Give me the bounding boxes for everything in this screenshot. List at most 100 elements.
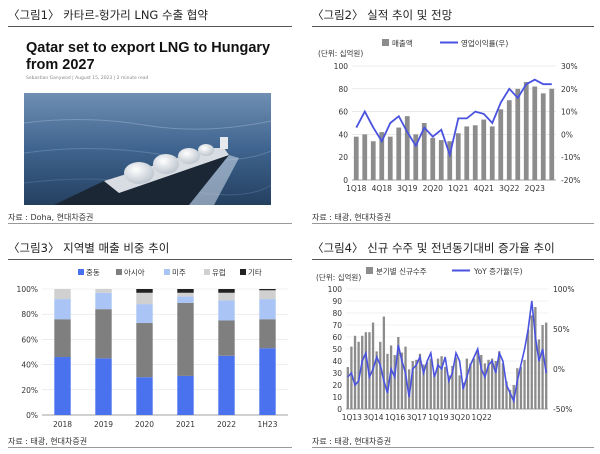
chart2-bar xyxy=(540,93,546,180)
chart3-legend-swatch xyxy=(116,269,122,275)
chart4-ytick-left: 60 xyxy=(332,333,342,342)
chart4-bar xyxy=(505,381,508,409)
chart4-bar xyxy=(444,367,447,409)
chart4-bar xyxy=(465,358,468,409)
chart3-regional-share: 중동 아시아 미주 유럽 기타 0% 20% 40% 60% 80% 100% 2018 2019 202… xyxy=(17,267,288,429)
figure4-rule xyxy=(312,259,594,260)
chart2-xtick: 4Q18 xyxy=(372,184,392,193)
chart4-xtick: 1Q16 xyxy=(385,413,405,422)
chart4-xtick: 3Q20 xyxy=(450,413,470,422)
figure2-bottom-rule xyxy=(312,223,594,224)
chart2-bar xyxy=(404,116,410,180)
chart3-bar-segment xyxy=(136,377,153,415)
chart4-ytick-right: 0% xyxy=(553,365,565,374)
chart4-bar xyxy=(350,346,353,409)
chart2-bar xyxy=(455,133,461,180)
chart3-bar-segment xyxy=(177,302,194,376)
chart2-bar xyxy=(353,136,359,180)
lng-tanker-photo xyxy=(24,93,271,205)
chart2-ytick-right: 20% xyxy=(561,85,578,94)
chart4-bar xyxy=(469,363,472,409)
chart3-bar-segment xyxy=(136,292,153,305)
chart2-legend-bar-swatch xyxy=(382,39,389,46)
chart4-ytick-left: 100 xyxy=(328,285,343,294)
chart4-bar xyxy=(451,365,454,409)
chart4-ytick-left: 30 xyxy=(332,369,342,378)
chart2-xtick: 3Q22 xyxy=(499,184,519,193)
chart4-bar xyxy=(516,368,519,409)
chart4-bar xyxy=(346,367,349,409)
chart4-bar xyxy=(498,351,501,409)
chart4-xtick: 1Q22 xyxy=(472,413,492,422)
chart3-bar-segment xyxy=(218,292,235,301)
chart2-bar xyxy=(489,126,495,180)
chart4-unit-label: (단위: 십억원) xyxy=(316,272,361,282)
chart2-ytick-left: 0 xyxy=(343,176,348,185)
chart2-bar xyxy=(396,127,402,180)
chart4-bar xyxy=(454,357,458,409)
chart2-xtick: 3Q19 xyxy=(397,184,417,193)
chart4-bar xyxy=(386,353,389,409)
figure3-source: 자료 : 태광, 현대차증권 xyxy=(8,437,88,446)
chart3-bar-segment xyxy=(218,355,235,415)
chart4-bar xyxy=(415,359,418,409)
figure3-title: 〈그림3〉 지역별 매출 비중 추이 xyxy=(8,241,170,255)
chart2-ytick-right: -10% xyxy=(561,153,580,162)
chart4-bar xyxy=(527,329,530,409)
chart4-bar xyxy=(379,341,382,409)
chart3-xtick: 2020 xyxy=(135,420,154,429)
chart2-ytick-left: 80 xyxy=(338,85,348,94)
chart3-xtick: 2022 xyxy=(217,420,236,429)
chart4-xtick: 3Q14 xyxy=(363,413,383,422)
news-headline: Qatar set to export LNG to Hungary from … xyxy=(26,40,271,73)
chart3-legend-label: 중동 xyxy=(86,268,100,277)
chart4-bar xyxy=(407,369,411,409)
chart3-legend-swatch xyxy=(204,269,210,275)
chart4-bar xyxy=(368,332,371,409)
chart3-bar-segment xyxy=(54,319,71,358)
chart2-bar xyxy=(370,141,376,180)
chart3-ytick: 100% xyxy=(17,285,38,294)
chart4-bar xyxy=(458,375,461,409)
chart4-bar xyxy=(541,325,544,409)
figure4-source: 자료 : 태광, 현대차증권 xyxy=(312,437,392,446)
chart4-bar xyxy=(393,355,396,409)
chart4-bar xyxy=(433,373,436,409)
chart2-bar xyxy=(549,88,555,180)
chart2-unit-label: (단위: 십억원) xyxy=(318,48,363,58)
chart2-xtick: 1Q21 xyxy=(448,184,468,193)
chart3-bar-segment xyxy=(136,323,153,378)
chart4-bar xyxy=(472,358,476,409)
chart3-bar-segment xyxy=(218,300,235,321)
chart3-bar-segment xyxy=(177,296,194,303)
chart3-legend-label: 아시아 xyxy=(124,267,145,277)
chart4-ytick-right: -50% xyxy=(553,405,572,414)
chart2-xtick: 4Q21 xyxy=(474,184,494,193)
chart2-xtick: 1Q18 xyxy=(346,184,366,193)
chart3-bar-segment xyxy=(177,375,194,415)
figure3-rule xyxy=(8,259,292,260)
chart2-bar xyxy=(447,141,453,180)
chart4-legend-line-label: YoY 증가율(우) xyxy=(473,267,523,276)
chart3-legend-label: 유럽 xyxy=(212,268,226,277)
chart2-ytick-right: 30% xyxy=(561,62,578,71)
chart2-bar xyxy=(464,126,470,180)
chart2-bar xyxy=(523,81,529,180)
chart3-ytick: 20% xyxy=(21,386,38,395)
chart2-bar xyxy=(506,100,512,180)
chart4-ytick-left: 80 xyxy=(332,309,342,318)
chart4-bar xyxy=(411,361,414,409)
chart4-bar xyxy=(494,361,497,409)
chart4-xtick: 3Q17 xyxy=(407,413,427,422)
chart2-legend-line-label: 영업이익률(우) xyxy=(461,38,508,48)
figure2-source: 자료 : 태광, 현대차증권 xyxy=(312,213,392,222)
chart4-bar xyxy=(418,353,422,409)
chart2-margin-line xyxy=(355,78,552,159)
chart2-bar xyxy=(413,134,419,180)
chart3-xtick: 2021 xyxy=(176,420,195,429)
figure1-title: 〈그림1〉 카타르-헝가리 LNG 수출 협약 xyxy=(8,8,208,22)
chart4-bar xyxy=(361,335,364,409)
chart4-bar xyxy=(447,375,450,409)
chart4-ytick-right: 100% xyxy=(553,285,574,294)
figure1-source: 자료 : Doha, 현대차증권 xyxy=(8,213,94,222)
